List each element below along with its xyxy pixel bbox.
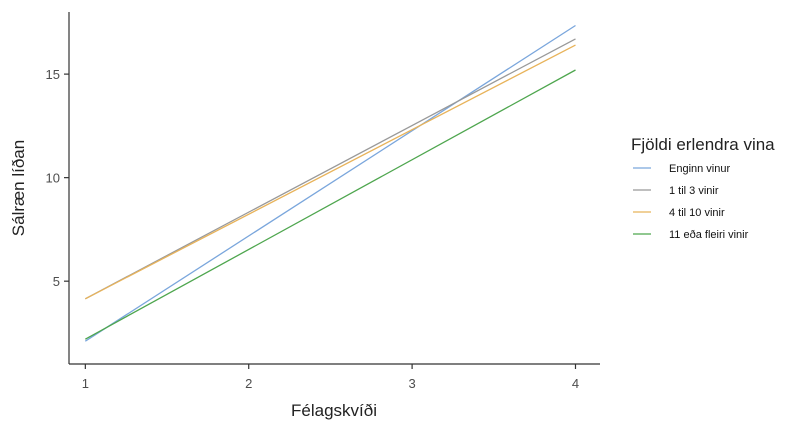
x-axis-title: Félagskvíði <box>291 401 377 420</box>
legend-label: 11 eða fleiri vinir <box>669 229 749 241</box>
plot-area: 5 10 15 1 2 3 4 <box>46 12 600 391</box>
x-tick-label: 2 <box>245 376 252 391</box>
legend-items: Enginn vinur 1 til 3 vinir 4 til 10 vinir 1… <box>633 163 749 241</box>
x-tick-label: 4 <box>572 376 579 391</box>
y-tick-label: 5 <box>53 274 60 289</box>
y-tick-label: 15 <box>46 67 60 82</box>
legend-title: Fjöldi erlendra vina <box>631 135 775 154</box>
legend-label: Enginn vinur <box>669 163 730 175</box>
x-tick-label: 3 <box>408 376 415 391</box>
y-tick-label: 10 <box>46 171 60 186</box>
x-ticks: 1 2 3 4 <box>82 364 579 391</box>
legend: Fjöldi erlendra vina Enginn vinur 1 til 3… <box>631 135 775 241</box>
series-line <box>85 44 576 300</box>
x-tick-label: 1 <box>82 376 89 391</box>
series-line <box>84 38 576 300</box>
series-lines <box>84 24 576 342</box>
legend-label: 4 til 10 vinir <box>669 207 725 219</box>
legend-label: 1 til 3 vinir <box>669 185 719 197</box>
y-axis-title: Sálræn líðan <box>9 140 28 236</box>
y-ticks: 5 10 15 <box>46 67 69 289</box>
series-line <box>84 69 576 340</box>
series-line <box>84 24 576 342</box>
